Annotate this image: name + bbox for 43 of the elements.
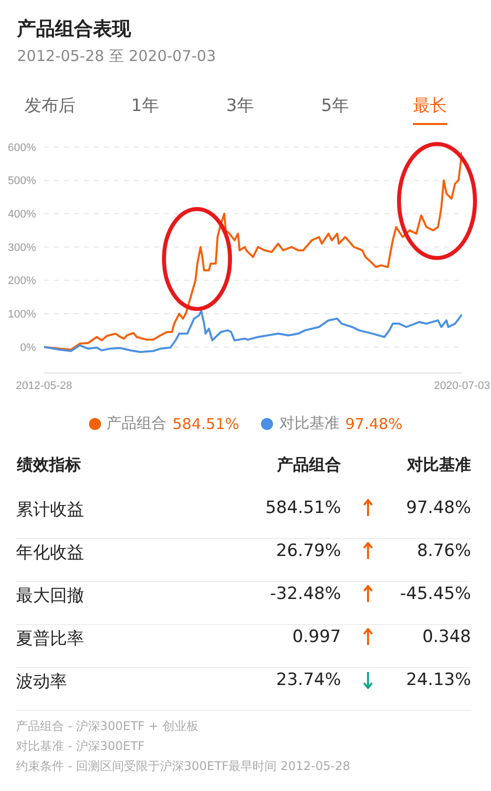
data-label: 0.348	[422, 627, 471, 647]
data-label: 23.74%	[276, 670, 341, 690]
text: 约束条件 - 回测区间受限于沪深300ETF最早时间 2012-05-28	[16, 758, 350, 775]
category-label: 年化收益	[16, 542, 84, 564]
y-tick-label: 300%	[8, 242, 36, 254]
data-label: 8.76%	[416, 541, 471, 561]
y-tick-label: 400%	[8, 208, 36, 221]
legend-label: 对比基准	[279, 414, 340, 433]
text: 97.48%	[345, 414, 402, 432]
line-series	[44, 151, 462, 351]
chart-subtitle: 2012-05-28 至 2020-07-03	[17, 47, 216, 66]
data-label: 26.79%	[276, 541, 341, 561]
line-series	[44, 310, 462, 353]
category-label: 波动率	[16, 671, 67, 693]
category-label: 累计收益	[16, 499, 84, 521]
text: 最长	[413, 94, 447, 125]
y-tick-label: 200%	[8, 275, 36, 288]
text: 584.51%	[172, 414, 240, 432]
text: 产品组合 - 沪深300ETF + 创业板	[16, 718, 198, 735]
text: 5年	[321, 95, 349, 118]
text: 对比基准 - 沪深300ETF	[16, 738, 145, 755]
y-tick-label: 600%	[8, 142, 36, 154]
y-tick-label: 500%	[8, 175, 36, 188]
data-label: 0.997	[292, 627, 341, 647]
text: 3年	[226, 95, 254, 118]
category-label: 最大回撤	[16, 585, 84, 607]
data-label: 24.13%	[406, 670, 471, 690]
text: 产品组合	[277, 455, 341, 476]
text: 发布后	[24, 95, 76, 118]
y-tick-label: 100%	[8, 308, 36, 321]
data-label: -32.48%	[270, 584, 341, 604]
text: 对比基准	[407, 455, 471, 476]
legend-label: 产品组合	[106, 414, 167, 433]
category-label: 夏普比率	[16, 628, 84, 650]
text: 1年	[131, 95, 159, 118]
text: 绩效指标	[17, 455, 81, 476]
y-tick-label: 0%	[20, 342, 36, 354]
data-label: 97.48%	[406, 498, 471, 518]
chart-title: 产品组合表现	[17, 17, 131, 42]
data-label: -45.45%	[400, 584, 471, 604]
x-tick-label: 2020-07-03	[434, 380, 490, 392]
x-tick-label: 2012-05-28	[16, 380, 72, 392]
data-label: 584.51%	[265, 498, 341, 518]
